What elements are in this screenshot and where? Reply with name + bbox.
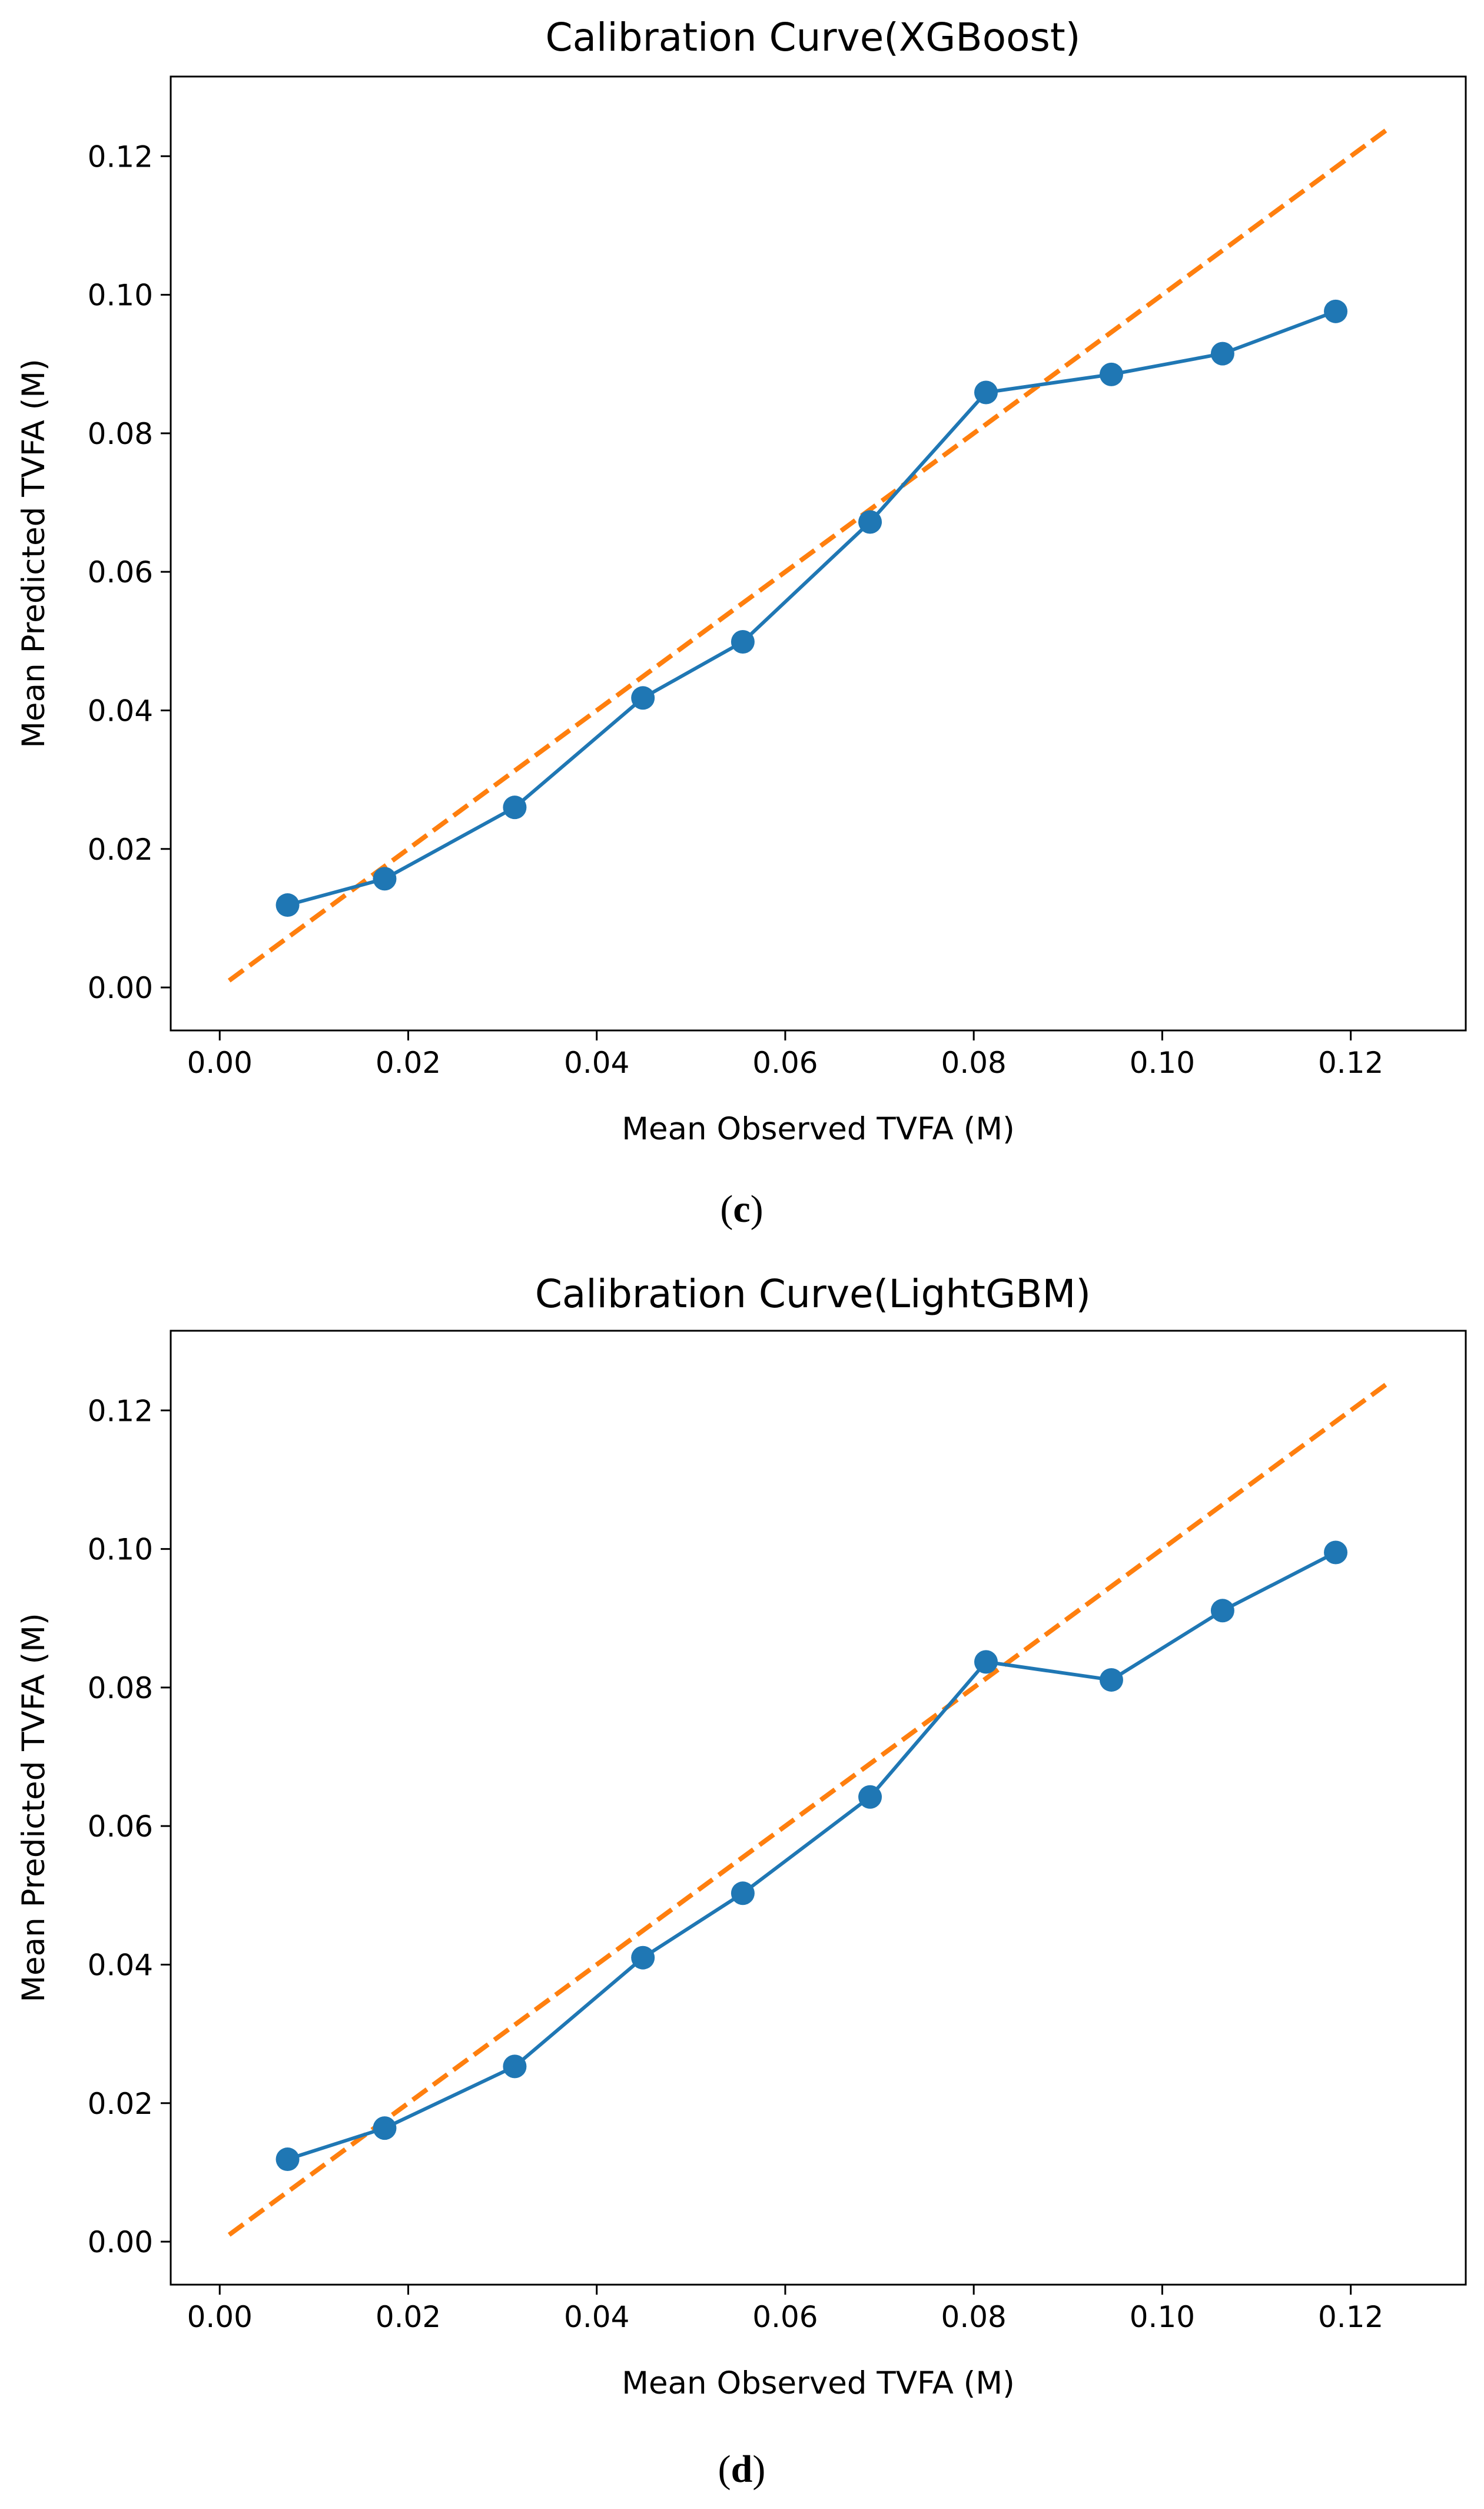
plot-frame [170, 75, 1467, 1032]
data-point [1099, 362, 1123, 386]
x-tick-label: 0.08 [941, 2300, 1007, 2334]
data-point [1210, 1599, 1234, 1623]
x-tick-label: 0.04 [564, 1046, 629, 1080]
y-tick-label: 0.12 [88, 140, 153, 174]
plot-frame [170, 1330, 1467, 2286]
chart-title: Calibration Curve(XGBoost) [546, 15, 1081, 60]
data-point [731, 1881, 755, 1905]
plot-area [227, 127, 1390, 983]
xgboost-calibration-chart: Calibration Curve(XGBoost) 0.00 0.02 0.04 0… [16, 15, 1467, 1231]
data-point [503, 2054, 527, 2079]
y-tick-label: 0.04 [88, 1948, 153, 1982]
data-point [631, 686, 655, 710]
x-tick-label: 0.06 [752, 2300, 818, 2334]
data-point [631, 1945, 655, 1970]
y-tick-label: 0.12 [88, 1394, 153, 1428]
data-point [503, 796, 527, 820]
chart-title: Calibration Curve(LightGBM) [535, 1271, 1091, 1317]
y-tick-label: 0.00 [88, 971, 153, 1005]
y-tick-label: 0.04 [88, 694, 153, 728]
model-calibration-line [287, 1550, 1337, 2161]
caption-letter: c [733, 1188, 750, 1231]
x-tick-label: 0.04 [564, 2300, 629, 2334]
x-axis-label: Mean Observed TVFA (M) [622, 2365, 1015, 2401]
x-tick-label: 0.06 [752, 1046, 818, 1080]
caption-open-paren: ( [720, 1188, 733, 1231]
y-tick-label: 0.02 [88, 2087, 153, 2121]
ideal-calibration-line [227, 1381, 1390, 2237]
caption-close-paren: ) [751, 1188, 763, 1231]
x-axis-ticks: 0.00 0.02 0.04 0.06 0.08 0.10 0.12 [187, 1030, 1383, 1080]
y-tick-label: 0.10 [88, 1533, 153, 1567]
x-tick-label: 0.12 [1318, 2300, 1383, 2334]
lightgbm-calibration-chart: Calibration Curve(LightGBM) 0.00 0.02 0.04… [16, 1271, 1467, 2491]
data-point [858, 1785, 882, 1809]
data-point [1099, 1668, 1123, 1692]
x-axis-label: Mean Observed TVFA (M) [622, 1111, 1015, 1147]
data-point [373, 867, 397, 891]
x-tick-label: 0.12 [1318, 1046, 1383, 1080]
y-tick-label: 0.06 [88, 1809, 153, 1844]
x-tick-label: 0.02 [376, 1046, 441, 1080]
x-tick-label: 0.00 [187, 1046, 253, 1080]
y-axis-ticks: 0.00 0.02 0.04 0.06 0.08 0.10 0.12 [88, 140, 171, 1005]
data-point [1210, 342, 1234, 366]
y-axis-ticks: 0.00 0.02 0.04 0.06 0.08 0.10 0.12 [88, 1394, 171, 2259]
y-tick-label: 0.08 [88, 417, 153, 451]
panel-caption: (c) [720, 1188, 763, 1231]
model-calibration-line [287, 310, 1337, 907]
y-tick-label: 0.02 [88, 833, 153, 867]
y-tick-label: 0.00 [88, 2225, 153, 2259]
x-tick-label: 0.08 [941, 1046, 1007, 1080]
data-point [1324, 299, 1348, 323]
data-point [1324, 1540, 1348, 1565]
x-axis-ticks: 0.00 0.02 0.04 0.06 0.08 0.10 0.12 [187, 2285, 1383, 2334]
data-point [275, 2147, 300, 2172]
x-tick-label: 0.10 [1130, 2300, 1195, 2334]
panel-caption: (d) [718, 2448, 766, 2491]
plot-area [227, 1381, 1390, 2237]
x-tick-label: 0.10 [1130, 1046, 1195, 1080]
data-point [974, 380, 998, 405]
data-point [275, 893, 300, 917]
caption-close-paren: ) [752, 2448, 765, 2491]
caption-open-paren: ( [718, 2448, 731, 2491]
x-tick-label: 0.00 [187, 2300, 253, 2334]
data-point [974, 1650, 998, 1674]
y-axis-label: Mean Predicted TVFA (M) [16, 359, 52, 748]
data-point [373, 2116, 397, 2140]
ideal-calibration-line [227, 127, 1390, 983]
y-axis-label: Mean Predicted TVFA (M) [16, 1613, 52, 2002]
data-point [731, 630, 755, 654]
y-tick-label: 0.06 [88, 555, 153, 589]
y-tick-label: 0.10 [88, 279, 153, 313]
x-tick-label: 0.02 [376, 2300, 441, 2334]
caption-letter: d [731, 2448, 753, 2491]
data-point [858, 510, 882, 534]
y-tick-label: 0.08 [88, 1671, 153, 1705]
